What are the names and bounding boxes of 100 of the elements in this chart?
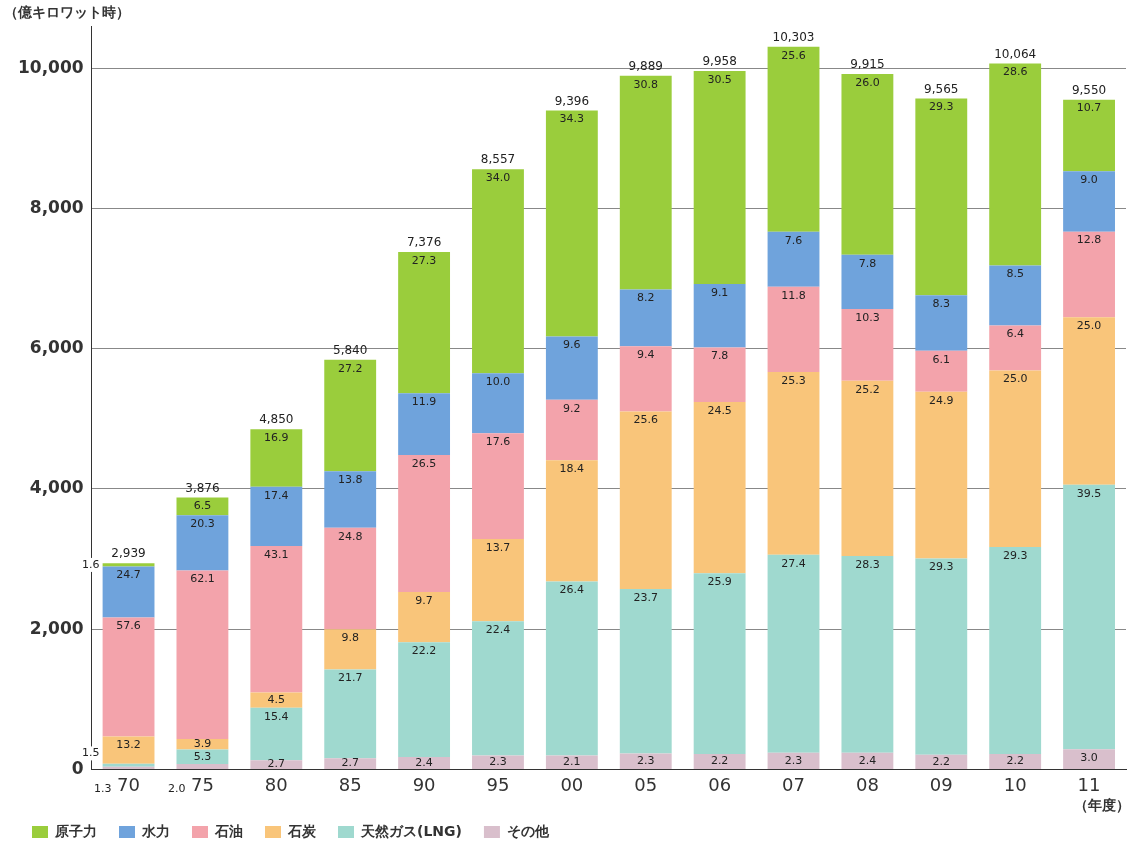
annotation: 2.3 [636, 754, 655, 768]
x-axis-title: （年度） [1074, 797, 1130, 814]
legend-label: 原子力 [54, 822, 97, 839]
annotation: 25.6 [781, 48, 806, 62]
bar [472, 169, 524, 374]
bar [915, 350, 968, 392]
bar [324, 669, 377, 759]
total-label: 9,550 [1071, 82, 1107, 97]
total-label: 2,939 [111, 546, 146, 561]
total-label: 3,876 [185, 480, 220, 495]
bar [545, 460, 598, 582]
annotation: 2.2 [932, 754, 951, 768]
bar [545, 110, 598, 337]
annotation: 34.0 [485, 171, 511, 185]
bar [1063, 99, 1115, 172]
bar [398, 756, 451, 769]
y-tick-label: 2,000 [29, 617, 84, 638]
total-label: 7,376 [406, 235, 442, 250]
annotation: 29.3 [1002, 548, 1028, 562]
total-label: 9,396 [554, 93, 590, 108]
legend-label: 水力 [141, 822, 170, 839]
annotation: 6.5 [193, 499, 212, 513]
bar [915, 98, 968, 296]
x-tick-label: 75 [190, 773, 214, 795]
bar [250, 760, 303, 769]
annotation: 22.4 [485, 623, 511, 636]
bar [102, 566, 155, 618]
total-label: 9,958 [702, 54, 737, 69]
annotation: 9.4 [636, 348, 655, 362]
annotation: 6.1 [932, 352, 951, 366]
annotation: 9.2 [563, 401, 581, 415]
total-label: 10,303 [772, 29, 815, 44]
annotation: 2.3 [489, 755, 507, 769]
annotation: 2.3 [784, 753, 803, 767]
annotation: 62.1 [190, 572, 215, 586]
annotation: 2.4 [858, 753, 877, 767]
bar [472, 621, 524, 756]
annotation: 26.5 [411, 456, 437, 470]
x-tick-label: 06 [708, 773, 732, 795]
bar [102, 617, 155, 737]
total-label: 9,915 [850, 57, 885, 72]
x-tick-label: 07 [782, 773, 805, 795]
annotation: 15.4 [264, 709, 289, 723]
annotation: 57.6 [116, 619, 141, 633]
annotation: 9.7 [415, 593, 433, 607]
x-tick-label: 90 [412, 773, 436, 795]
total-label: 4,850 [259, 412, 294, 427]
bar [989, 753, 1042, 769]
legend-label: 石油 [214, 822, 243, 839]
annotation: 21.7 [337, 671, 363, 685]
bar [841, 254, 894, 310]
bar [989, 63, 1042, 266]
bar [841, 74, 894, 255]
bar [176, 738, 229, 750]
x-tick-label: 70 [117, 773, 140, 795]
annotation: 43.1 [264, 547, 289, 561]
bar [693, 284, 746, 348]
bar [250, 429, 303, 487]
x-tick-label: 10 [1003, 773, 1027, 795]
annotation: 8.2 [636, 291, 655, 305]
annotation: 24.7 [116, 568, 141, 582]
bar [250, 692, 303, 708]
annotation: 24.9 [929, 393, 954, 407]
annotation: 25.3 [781, 373, 806, 387]
bar [176, 570, 229, 739]
x-tick-label: 09 [929, 773, 953, 795]
annotation: 5.3 [193, 749, 212, 763]
legend-label: 石炭 [287, 822, 317, 839]
annotation: 2.4 [415, 755, 433, 769]
bar [841, 752, 894, 769]
bar [250, 707, 303, 761]
annotation: 18.4 [559, 462, 585, 476]
annotation: 3.0 [1080, 751, 1098, 765]
annotation: 10.3 [855, 310, 880, 324]
bar [767, 372, 820, 555]
annotation: 1.5 [82, 746, 100, 760]
annotation: 2.2 [710, 754, 729, 768]
bar [619, 75, 672, 290]
bar [915, 295, 968, 351]
bar [324, 629, 377, 670]
annotation: 1.6 [82, 557, 100, 571]
bar [545, 581, 598, 756]
bar [398, 592, 451, 643]
bar [324, 359, 377, 472]
bar [250, 545, 303, 693]
y-tick-label: 6,000 [29, 337, 84, 358]
bar [619, 753, 672, 769]
annotation: 26.4 [559, 583, 585, 597]
bar [619, 289, 672, 347]
annotation: 25.6 [633, 413, 658, 427]
bar [841, 309, 894, 381]
annotation: 30.8 [633, 77, 658, 91]
annotation: 11.9 [411, 395, 437, 409]
annotation: 29.3 [929, 560, 954, 574]
x-tick-label: 11 [1077, 773, 1101, 795]
annotation: 3.9 [193, 737, 212, 751]
bar [989, 547, 1042, 754]
bar [324, 758, 377, 769]
bar [915, 391, 968, 559]
bar [1063, 231, 1115, 318]
